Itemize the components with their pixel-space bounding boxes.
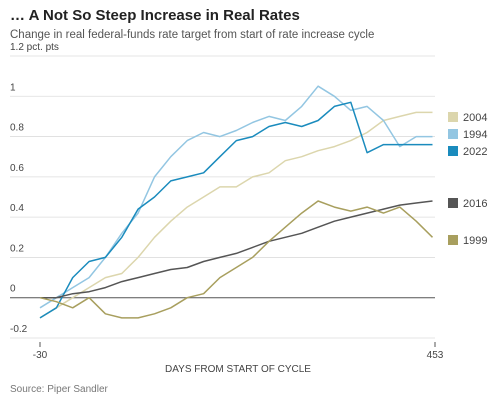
legend-label: 2004: [463, 112, 487, 124]
legend-swatch: [448, 198, 458, 208]
legend-swatch: [448, 146, 458, 156]
chart-title: … A Not So Steep Increase in Real Rates: [10, 7, 300, 24]
source: Source: Piper Sandler: [10, 384, 109, 395]
legend-swatch: [448, 235, 458, 245]
y-tick-label: 0.8: [10, 123, 24, 134]
x-tick-label: 453: [427, 350, 444, 361]
y-tick-label: 0.6: [10, 163, 24, 174]
series-line: [39, 85, 433, 309]
y-tick-label: -0.2: [10, 324, 28, 335]
y-tick-label: 1.2 pct. pts: [10, 42, 59, 53]
y-tick-label: 1: [10, 82, 16, 93]
legend-label: 1994: [463, 129, 487, 141]
x-axis-label: DAYS FROM START OF CYCLE: [165, 364, 311, 375]
legend-label: 1999: [463, 235, 487, 247]
series-line: [39, 111, 433, 319]
legend-swatch: [448, 129, 458, 139]
series-line: [40, 200, 433, 299]
chart-subtitle: Change in real federal-funds rate target…: [10, 29, 374, 41]
legend-label: 2016: [463, 198, 487, 210]
series-line: [39, 200, 434, 319]
series-line: [39, 101, 433, 319]
legend-swatch: [448, 112, 458, 122]
y-tick-label: 0: [10, 284, 16, 295]
y-tick-label: 0.2: [10, 243, 24, 254]
y-tick-label: 0.4: [10, 203, 24, 214]
legend-label: 2022: [463, 146, 487, 158]
x-tick-label: -30: [33, 350, 48, 361]
